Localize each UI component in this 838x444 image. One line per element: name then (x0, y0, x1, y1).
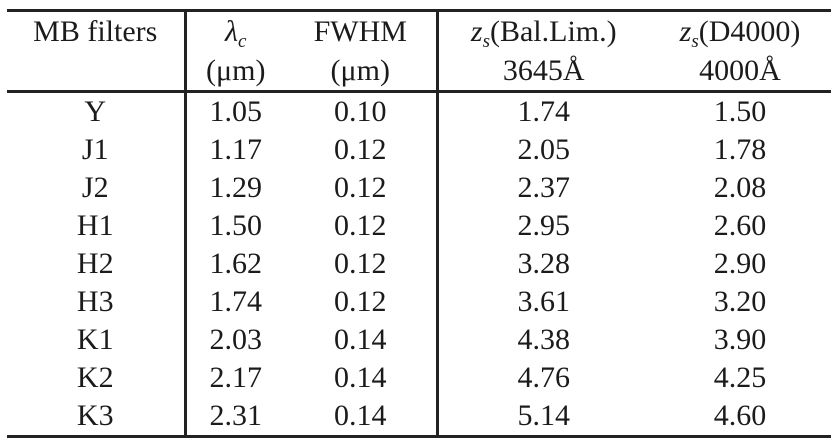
table-row: J1 1.17 0.12 2.05 1.78 (7, 131, 831, 169)
header-line1: λc (187, 12, 286, 51)
zs-balmer-cell: 3.28 (517, 247, 571, 280)
zs-d4000-cell: 2.60 (713, 209, 767, 242)
col-header-mb-filters: MB filters (7, 10, 187, 93)
table-row: J2 1.29 0.12 2.37 2.08 (7, 169, 831, 207)
lambda-c-cell: 1.05 (209, 95, 263, 128)
table-row: K2 2.17 0.14 4.76 4.25 (7, 359, 831, 397)
filter-name-cell: H3 (7, 283, 187, 321)
filter-name-cell: H1 (7, 207, 187, 245)
fwhm-cell: 0.12 (285, 207, 439, 245)
zs-d4000-cell: 4.60 (713, 399, 767, 432)
zs-balmer-cell: 4.76 (517, 361, 571, 394)
zs-d4000-cell: 4.25 (713, 361, 767, 394)
zs-d4000-cell: 2.90 (713, 247, 767, 280)
z-subscript: s (482, 31, 490, 52)
zs-balmer-cell: 4.38 (517, 323, 571, 356)
lambda-c-cell: 1.62 (209, 247, 263, 280)
z-symbol: z (470, 15, 483, 48)
header-text: (Bal.Lim.) (489, 15, 617, 48)
header-line1: MB filters (33, 15, 158, 48)
filter-name-cell: Y (7, 91, 187, 131)
header-line2: 4000Å (699, 54, 781, 87)
col-header-fwhm: FWHM (μm) (285, 10, 439, 93)
filter-name-cell: K1 (7, 321, 187, 359)
zs-d4000-cell: 3.90 (713, 323, 767, 356)
table-row: H2 1.62 0.12 3.28 2.90 (7, 245, 831, 283)
col-header-zs-d4000: zs(D4000) 4000Å (649, 10, 831, 93)
table-row: K3 2.31 0.14 5.14 4.60 (7, 397, 831, 437)
lambda-c-cell: 1.74 (209, 285, 263, 318)
zs-balmer-cell: 5.14 (517, 399, 571, 432)
fwhm-cell: 0.14 (285, 397, 439, 437)
fwhm-cell: 0.12 (285, 131, 439, 169)
lambda-c-cell: 2.17 (209, 361, 263, 394)
header-line1: zs(D4000) (649, 12, 831, 51)
fwhm-cell: 0.14 (285, 321, 439, 359)
zs-d4000-cell: 1.78 (713, 133, 767, 166)
zs-d4000-cell: 2.08 (713, 171, 767, 204)
header-line2 (7, 51, 184, 90)
zs-balmer-cell: 2.37 (517, 171, 571, 204)
zs-balmer-cell: 3.61 (517, 285, 571, 318)
header-line2: (μm) (330, 54, 390, 87)
lambda-symbol: λ (225, 15, 239, 48)
filter-name-cell: K3 (7, 397, 187, 437)
header-text: (D4000) (698, 15, 801, 48)
zs-d4000-cell: 3.20 (713, 285, 767, 318)
fwhm-cell: 0.12 (285, 283, 439, 321)
header-line2: (μm) (206, 54, 266, 87)
col-header-lambda-c: λc (μm) (185, 10, 286, 93)
header-row: MB filters λc (μm) FWHM (μm) zs(Bal.Lim.… (7, 10, 831, 93)
lambda-c-cell: 2.31 (209, 399, 263, 432)
zs-balmer-cell: 1.74 (517, 95, 571, 128)
fwhm-cell: 0.12 (285, 169, 439, 207)
zs-balmer-cell: 2.05 (517, 133, 571, 166)
lambda-subscript: c (238, 31, 247, 52)
z-symbol: z (679, 15, 692, 48)
lambda-c-cell: 1.29 (209, 171, 263, 204)
zs-d4000-cell: 1.50 (713, 95, 767, 128)
filter-name-cell: K2 (7, 359, 187, 397)
zs-balmer-cell: 2.95 (517, 209, 571, 242)
table-row: K1 2.03 0.14 4.38 3.90 (7, 321, 831, 359)
filter-name-cell: J2 (7, 169, 187, 207)
mb-filters-table: MB filters λc (μm) FWHM (μm) zs(Bal.Lim.… (7, 9, 831, 438)
header-line1: zs(Bal.Lim.) (439, 12, 650, 51)
fwhm-cell: 0.14 (285, 359, 439, 397)
fwhm-cell: 0.12 (285, 245, 439, 283)
lambda-c-cell: 2.03 (209, 323, 263, 356)
table-row: H1 1.50 0.12 2.95 2.60 (7, 207, 831, 245)
z-subscript: s (691, 31, 699, 52)
header-line2: 3645Å (502, 54, 585, 87)
lambda-c-cell: 1.17 (209, 133, 263, 166)
table-row: Y 1.05 0.10 1.74 1.50 (7, 91, 831, 131)
header-line1: FWHM (313, 15, 407, 48)
col-header-zs-balmer-limit: zs(Bal.Lim.) 3645Å (437, 10, 650, 93)
filter-name-cell: J1 (7, 131, 187, 169)
fwhm-cell: 0.10 (285, 91, 439, 131)
table-row: H3 1.74 0.12 3.61 3.20 (7, 283, 831, 321)
filter-name-cell: H2 (7, 245, 187, 283)
lambda-c-cell: 1.50 (209, 209, 263, 242)
